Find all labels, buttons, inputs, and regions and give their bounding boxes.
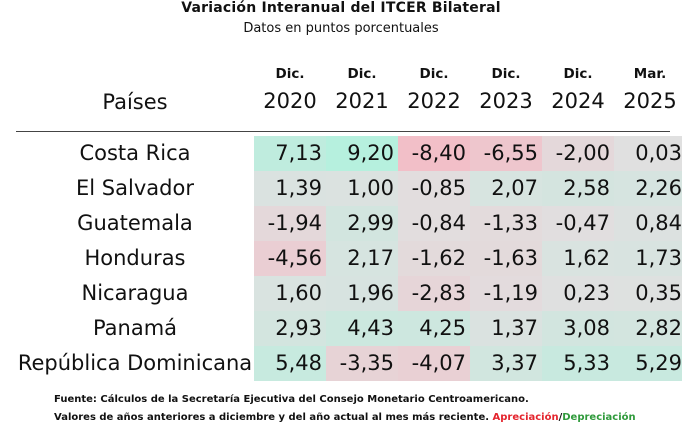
table-cell: 3,08 bbox=[542, 311, 614, 346]
column-year-label: 2020 bbox=[263, 89, 317, 113]
column-month-label: Dic. bbox=[347, 66, 377, 82]
table-cell: -3,35 bbox=[326, 346, 398, 381]
table-cell: -4,56 bbox=[254, 241, 326, 276]
table-cell: -0,84 bbox=[398, 206, 470, 241]
table-cell: 1,60 bbox=[254, 276, 326, 311]
table-cell: 3,37 bbox=[470, 346, 542, 381]
table-cell: -1,19 bbox=[470, 276, 542, 311]
table-cell: 0,03 bbox=[614, 136, 682, 171]
legend-note: Valores de años anteriores a diciembre y… bbox=[54, 412, 636, 423]
table-cell: -1,62 bbox=[398, 241, 470, 276]
table-cell: 1,62 bbox=[542, 241, 614, 276]
row-country-label: Panamá bbox=[92, 316, 178, 340]
header-divider bbox=[16, 131, 670, 132]
table-cell: -1,33 bbox=[470, 206, 542, 241]
row-country-label: República Dominicana bbox=[17, 351, 253, 375]
table-cell: -0,85 bbox=[398, 171, 470, 206]
legend-note-text: Valores de años anteriores a diciembre y… bbox=[54, 412, 493, 423]
table-cell: 4,25 bbox=[398, 311, 470, 346]
table-cell: 2,17 bbox=[326, 241, 398, 276]
table-cell: -1,94 bbox=[254, 206, 326, 241]
table-cell: 9,20 bbox=[326, 136, 398, 171]
table-cell: -6,55 bbox=[470, 136, 542, 171]
table-cell: 5,48 bbox=[254, 346, 326, 381]
column-year-label: 2023 bbox=[479, 89, 533, 113]
table-cell: 7,13 bbox=[254, 136, 326, 171]
column-year-label: 2024 bbox=[551, 89, 605, 113]
table-cell: -0,47 bbox=[542, 206, 614, 241]
table-cell: 1,96 bbox=[326, 276, 398, 311]
row-country-label: Guatemala bbox=[77, 211, 193, 235]
table-cell: 1,39 bbox=[254, 171, 326, 206]
legend-separator: / bbox=[558, 412, 563, 423]
table-cell: 2,58 bbox=[542, 171, 614, 206]
column-month-label: Dic. bbox=[275, 66, 305, 82]
table-cell: 0,23 bbox=[542, 276, 614, 311]
source-note: Fuente: Cálculos de la Secretaría Ejecut… bbox=[54, 394, 529, 405]
column-month-label: Dic. bbox=[563, 66, 593, 82]
table-cell: 5,33 bbox=[542, 346, 614, 381]
table-cell: 1,73 bbox=[614, 241, 682, 276]
table-cell: 2,07 bbox=[470, 171, 542, 206]
table-cell: 2,99 bbox=[326, 206, 398, 241]
table-cell: -8,40 bbox=[398, 136, 470, 171]
table-cell: -1,63 bbox=[470, 241, 542, 276]
table-cell: 5,29 bbox=[614, 346, 682, 381]
row-country-label: Costa Rica bbox=[79, 141, 191, 165]
table-cell: -4,07 bbox=[398, 346, 470, 381]
table-cell: 1,00 bbox=[326, 171, 398, 206]
row-country-label: Nicaragua bbox=[81, 281, 189, 305]
table-cell: 1,37 bbox=[470, 311, 542, 346]
table-cell: 4,43 bbox=[326, 311, 398, 346]
column-year-label: 2021 bbox=[335, 89, 389, 113]
legend-apreciacion: Apreciación bbox=[492, 412, 559, 423]
column-month-label: Mar. bbox=[633, 66, 667, 82]
column-month-label: Dic. bbox=[419, 66, 449, 82]
row-country-label: El Salvador bbox=[76, 176, 194, 200]
table-cell: -2,83 bbox=[398, 276, 470, 311]
row-country-label: Honduras bbox=[84, 246, 186, 270]
table-cell: 2,82 bbox=[614, 311, 682, 346]
column-month-label: Dic. bbox=[491, 66, 521, 82]
table-cell: 0,35 bbox=[614, 276, 682, 311]
legend-depreciacion: Depreciación bbox=[562, 412, 636, 423]
table-cell: 2,26 bbox=[614, 171, 682, 206]
table-cell: -2,00 bbox=[542, 136, 614, 171]
table-cell: 2,93 bbox=[254, 311, 326, 346]
table-cell: 0,84 bbox=[614, 206, 682, 241]
column-year-label: 2025 bbox=[623, 89, 677, 113]
row-header-label: Países bbox=[102, 90, 168, 114]
chart-subtitle: Datos en puntos porcentuales bbox=[243, 21, 439, 36]
chart-title: Variación Interanual del ITCER Bilateral bbox=[181, 0, 501, 16]
column-year-label: 2022 bbox=[407, 89, 461, 113]
